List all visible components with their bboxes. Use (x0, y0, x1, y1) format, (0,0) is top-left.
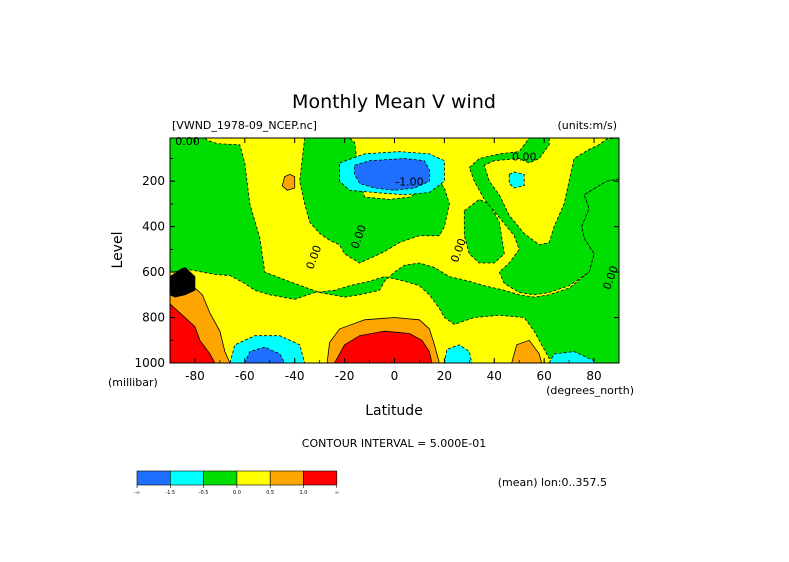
mean-text: (mean) lon:0..357.5 (498, 476, 607, 489)
x-axis-label: Latitude (365, 403, 423, 419)
contour-fills (170, 138, 619, 363)
contour-region-1-2 (463, 198, 505, 264)
contour-region-4-3 (548, 351, 598, 363)
x-tick-label: 40 (487, 369, 502, 383)
contour-region-2-2 (511, 339, 543, 363)
colorbar-swatch (203, 470, 238, 486)
colorbar-label: -∞ (134, 490, 140, 496)
y-tick-label: 800 (142, 311, 165, 325)
contour-region-6-0 (170, 267, 196, 298)
contour-interval-text: CONTOUR INTERVAL = 5.000E-01 (302, 437, 486, 450)
y-axis-label: Level (110, 232, 126, 269)
colorbar-label: 1.0 (300, 490, 308, 496)
y-axis-unit: (millibar) (108, 376, 158, 389)
y-tick-label: 400 (142, 220, 165, 234)
source-label: [VWND_1978-09_NCEP.nc] (172, 119, 317, 132)
contour-label-2: 0.00 (512, 151, 537, 164)
contour-region-1-3 (468, 138, 619, 296)
x-tick-label: -20 (335, 369, 355, 383)
colorbar: -∞ -1.5 -0.5 0.0 0.5 1.0 ∞ (134, 470, 339, 496)
x-tick-label: 80 (586, 369, 601, 383)
contour-region-5-0 (354, 158, 430, 191)
x-tick-label: 60 (537, 369, 552, 383)
colorbar-swatch (170, 470, 204, 486)
y-axis: 200 400 600 800 1000 (134, 158, 619, 370)
units-label: (units:m/s) (558, 119, 618, 132)
contour-region-2-3 (281, 173, 296, 191)
x-tick-label: -80 (185, 369, 205, 383)
y-tick-label: 1000 (134, 356, 165, 370)
colorbar-label: -0.5 (199, 490, 209, 496)
colorbar-label: ∞ (335, 490, 339, 496)
contour-region-4-2 (443, 344, 473, 363)
y-tick-label: 200 (142, 174, 165, 188)
colorbar-swatch (303, 470, 338, 486)
x-tick-label: 0 (391, 369, 399, 383)
contour-region-4-4 (508, 171, 525, 189)
colorbar-label: 0.5 (266, 490, 274, 496)
x-tick-label: 20 (437, 369, 452, 383)
contour-region-5-1 (244, 346, 286, 363)
contour-region-3-1 (334, 330, 433, 363)
x-axis: -80 -60 -40 -20 0 20 40 60 80 (169, 138, 620, 383)
colorbar-label: -1.5 (165, 490, 175, 496)
contour-label-0: 0.00 (175, 135, 200, 148)
colorbar-swatch (269, 470, 304, 486)
colorbar-label: 0.0 (233, 490, 241, 496)
y-tick-label: 600 (142, 265, 165, 279)
contour-region-1-1 (299, 138, 450, 264)
contour-region-3-0 (170, 303, 216, 363)
colorbar-swatch (236, 470, 271, 486)
x-tick-label: -60 (235, 369, 255, 383)
colorbar-swatch (136, 470, 171, 486)
chart-title: Monthly Mean V wind (292, 91, 496, 113)
contour-region-1-0 (170, 138, 619, 363)
x-axis-unit: (degrees_north) (546, 384, 634, 397)
x-tick-label: -40 (285, 369, 305, 383)
contour-label-1: -1.00 (395, 176, 423, 189)
